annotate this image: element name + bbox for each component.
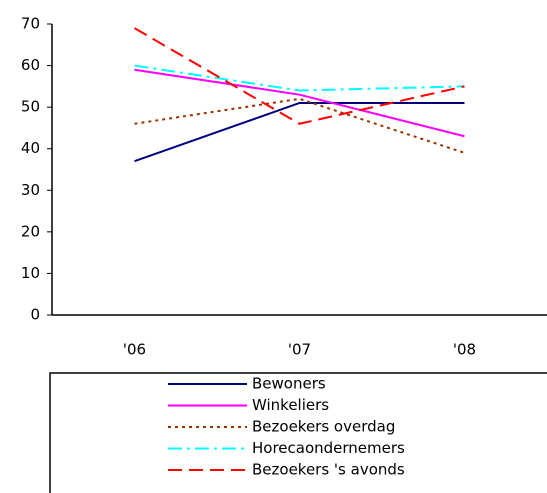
legend-label: Bezoekers 's avonds: [252, 461, 405, 479]
legend-box: [49, 372, 547, 493]
legend-label: Winkeliers: [252, 396, 329, 414]
y-tick-label: 60: [21, 56, 40, 74]
x-tick-label: '07: [288, 341, 311, 359]
y-tick-label: 70: [21, 15, 40, 33]
legend-label: Bewoners: [252, 375, 326, 393]
series-line: [134, 97, 465, 154]
legend-label: Bezoekers overdag: [252, 418, 395, 436]
x-tick-label: '06: [123, 341, 146, 359]
y-tick-label: 0: [30, 306, 40, 324]
y-tick-label: 40: [21, 139, 40, 157]
y-tick-label: 30: [21, 181, 40, 199]
y-tick-label: 20: [21, 222, 40, 240]
x-tick-label: '08: [453, 341, 476, 359]
series-line: [133, 27, 465, 125]
series-line: [134, 64, 465, 92]
series-line: [134, 68, 465, 138]
y-tick-label: 10: [21, 264, 40, 282]
series-line: [134, 101, 465, 163]
legend-label: Horecaondernemers: [252, 439, 405, 457]
y-tick-label: 50: [21, 98, 40, 116]
